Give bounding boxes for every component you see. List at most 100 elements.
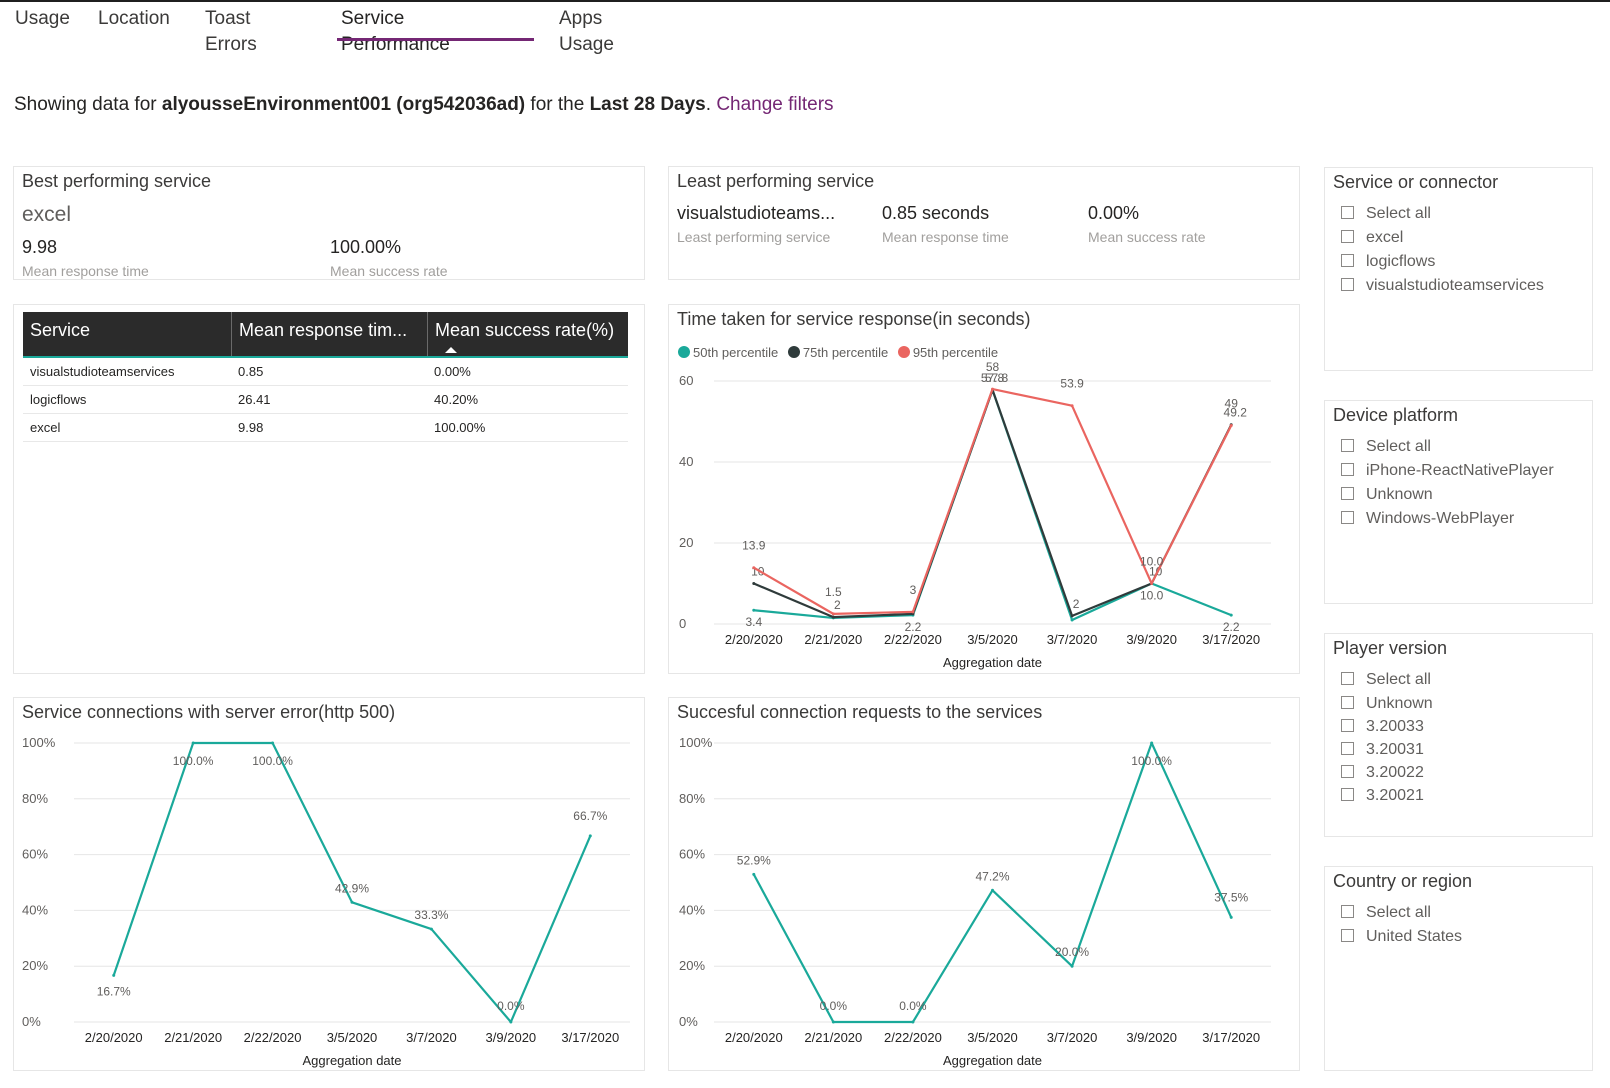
x-tick-label: 3/7/2020 <box>1047 632 1098 647</box>
checkbox[interactable] <box>1341 463 1354 476</box>
data-label: 1.5 <box>825 585 842 599</box>
data-label: 66.7% <box>573 809 607 823</box>
data-point <box>991 888 994 892</box>
y-tick-label: 0% <box>22 1014 41 1029</box>
change-filters-link[interactable]: Change filters <box>716 94 834 115</box>
data-point <box>1150 741 1154 745</box>
least-response-value: 0.85 seconds <box>882 203 990 223</box>
legend-item-95th[interactable]: 95th percentile <box>897 345 998 360</box>
table-row[interactable]: visualstudioteamservices 0.85 0.00% <box>23 358 628 386</box>
service-table-panel: Service Mean response tim... Mean succes… <box>13 304 645 674</box>
data-point <box>831 615 835 619</box>
best-success-label: Mean success rate <box>330 263 448 279</box>
column-header-success-rate[interactable]: Mean success rate(%) <box>427 312 628 356</box>
y-tick-label: 100% <box>679 735 713 750</box>
y-tick-label: 20% <box>22 958 48 973</box>
data-label: 3 <box>910 583 917 597</box>
data-label: 47.2% <box>975 869 1009 883</box>
data-point <box>752 582 756 585</box>
cell-service: logicflows <box>30 392 87 407</box>
checkbox[interactable] <box>1341 765 1354 778</box>
slicer-option-visualstudioteamservices[interactable]: visualstudioteamservices <box>1341 276 1544 296</box>
slicer-option-excel[interactable]: excel <box>1341 228 1403 248</box>
slicer-option-united-states[interactable]: United States <box>1341 927 1462 947</box>
data-label: 3.4 <box>745 615 762 629</box>
option-label: Select all <box>1366 438 1431 455</box>
checkbox[interactable] <box>1341 254 1354 267</box>
checkbox[interactable] <box>1341 206 1354 219</box>
checkbox[interactable] <box>1341 672 1354 685</box>
filter-suffix: . <box>705 94 717 115</box>
data-point <box>112 973 116 977</box>
table-row[interactable]: logicflows 26.41 40.20% <box>23 386 628 414</box>
best-success-value: 100.00% <box>330 237 402 257</box>
slicer-option-3-20022[interactable]: 3.20022 <box>1341 763 1424 783</box>
table-row[interactable]: excel 9.98 100.00% <box>23 414 628 442</box>
slicer-option-3-20031[interactable]: 3.20031 <box>1341 740 1424 760</box>
checkbox[interactable] <box>1341 278 1354 291</box>
column-header-service[interactable]: Service <box>30 320 91 340</box>
least-response-label: Mean response time <box>882 229 1009 245</box>
slicer-option-select-all[interactable]: Select all <box>1341 903 1431 923</box>
server-error-chart[interactable]: 0% 20% 40% 60% 80% 100% 2/20/2020 2/21/2020 2/22… <box>14 698 644 1070</box>
response-time-chart[interactable]: 0 20 40 60 2/20/2020 2/21/2020 2/22/2020 3/5/20… <box>669 305 1299 673</box>
slicer-option-select-all[interactable]: Select all <box>1341 670 1431 690</box>
checkbox[interactable] <box>1341 230 1354 243</box>
option-label: Select all <box>1366 904 1431 921</box>
checkbox[interactable] <box>1341 696 1354 709</box>
tab-location[interactable]: Location <box>98 8 170 29</box>
checkbox[interactable] <box>1341 742 1354 755</box>
checkbox[interactable] <box>1341 905 1354 918</box>
best-card-title: Best performing service <box>22 171 212 191</box>
cell-response: 26.41 <box>238 392 271 407</box>
slicer-option-iphone[interactable]: iPhone-ReactNativePlayer <box>1341 461 1554 481</box>
option-label: 3.20022 <box>1366 764 1424 781</box>
data-label: 100.0% <box>173 754 214 768</box>
least-service-name: visualstudioteams... <box>677 203 836 223</box>
cell-response: 9.98 <box>238 420 264 435</box>
checkbox[interactable] <box>1341 929 1354 942</box>
data-point <box>350 900 354 904</box>
data-point <box>911 1020 915 1024</box>
x-tick-label: 3/9/2020 <box>1126 1030 1177 1045</box>
legend-marker-red <box>897 346 910 358</box>
tab-service-performance[interactable]: Service Performance <box>341 8 450 55</box>
legend-marker-teal <box>678 346 690 358</box>
slicer-option-select-all[interactable]: Select all <box>1341 437 1431 457</box>
slicer-option-3-20021[interactable]: 3.20021 <box>1341 786 1424 806</box>
slicer-title: Player version <box>1333 638 1448 658</box>
checkbox[interactable] <box>1341 487 1354 500</box>
legend-label: 75th percentile <box>802 345 889 360</box>
x-axis-title: Aggregation date <box>943 655 1042 670</box>
data-label: 52.9% <box>737 853 771 867</box>
slicer-option-unknown[interactable]: Unknown <box>1341 485 1433 505</box>
data-label: 10.0 <box>1140 589 1164 603</box>
x-tick-label: 3/17/2020 <box>1202 632 1260 647</box>
column-header-response-time[interactable]: Mean response tim... <box>231 312 427 356</box>
tab-toast-errors[interactable]: Toast Errors <box>205 8 257 55</box>
slicer-option-unknown[interactable]: Unknown <box>1341 694 1433 714</box>
checkbox[interactable] <box>1341 719 1354 732</box>
slicer-option-logicflows[interactable]: logicflows <box>1341 252 1435 272</box>
tab-usage[interactable]: Usage <box>15 8 70 29</box>
slicer-option-windows-webplayer[interactable]: Windows-WebPlayer <box>1341 509 1514 529</box>
slicer-option-3-20033[interactable]: 3.20033 <box>1341 717 1424 737</box>
least-card-title: Least performing service <box>677 171 875 191</box>
chart-legend: 50th percentile 75th percentile 95th per… <box>678 345 1004 360</box>
checkbox[interactable] <box>1341 511 1354 524</box>
environment-name: alyousseEnvironment001 (org542036ad) <box>161 94 526 115</box>
checkbox[interactable] <box>1341 788 1354 801</box>
legend-label: 50th percentile <box>693 345 779 360</box>
checkbox[interactable] <box>1341 439 1354 452</box>
legend-item-75th[interactable]: 75th percentile <box>787 345 889 360</box>
tab-apps-usage[interactable]: Apps Usage <box>559 8 614 55</box>
data-label: 33.3% <box>414 908 448 922</box>
data-label: 2.2 <box>905 620 922 634</box>
series-line-1 <box>753 388 1233 619</box>
cell-success: 0.00% <box>434 364 471 379</box>
device-platform-slicer: Device platform Select all iPhone-ReactN… <box>1324 400 1593 604</box>
slicer-option-select-all[interactable]: Select all <box>1341 204 1431 224</box>
success-requests-chart[interactable]: 0% 20% 40% 60% 80% 100% 2/20/2020 2/21/2020 2/22… <box>669 698 1299 1070</box>
legend-item-50th[interactable]: 50th percentile <box>678 345 778 360</box>
data-point <box>911 610 915 614</box>
